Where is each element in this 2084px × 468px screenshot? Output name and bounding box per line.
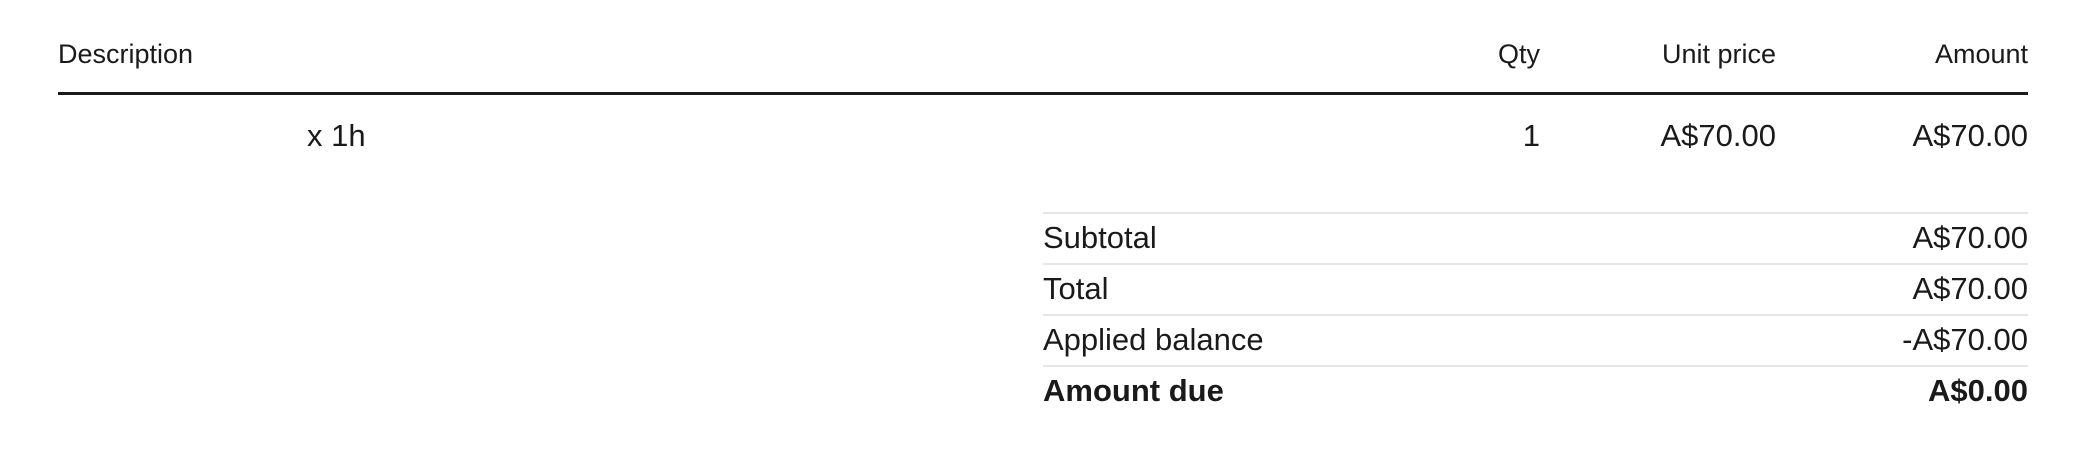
line-item-row: x 1h 1 A$70.00 A$70.00: [58, 95, 2028, 156]
column-header-qty: Qty: [1497, 39, 1540, 69]
line-items-header-row: Description Qty Unit price Amount: [58, 0, 2028, 95]
line-item-amount: A$70.00: [1912, 117, 2029, 153]
applied-balance-value: -A$70.00: [1902, 322, 2028, 357]
summary-row-subtotal: Subtotal A$70.00: [1043, 211, 2029, 263]
line-item-unit-price: A$70.00: [1660, 117, 1777, 153]
total-value: A$70.00: [1912, 271, 2029, 306]
totals-summary: Subtotal A$70.00 Total A$70.00 Applied b…: [1043, 211, 2029, 416]
summary-row-total: Total A$70.00: [1043, 262, 2029, 314]
column-header-amount: Amount: [1934, 39, 2028, 69]
subtotal-label: Subtotal: [1043, 220, 1157, 255]
line-item-description: x 1h: [307, 117, 366, 153]
invoice-table-section: Description Qty Unit price Amount x 1h 1…: [58, 0, 2028, 416]
summary-row-applied-balance: Applied balance -A$70.00: [1043, 313, 2028, 365]
total-label: Total: [1043, 271, 1109, 306]
column-header-unit-price: Unit price: [1661, 39, 1776, 69]
subtotal-value: A$70.00: [1912, 220, 2029, 255]
column-header-description: Description: [58, 39, 194, 69]
applied-balance-label: Applied balance: [1043, 322, 1264, 357]
summary-row-amount-due: Amount due A$0.00: [1043, 364, 2028, 416]
amount-due-label: Amount due: [1043, 373, 1224, 408]
amount-due-value: A$0.00: [1928, 373, 2028, 408]
line-item-qty: 1: [1522, 117, 1540, 153]
